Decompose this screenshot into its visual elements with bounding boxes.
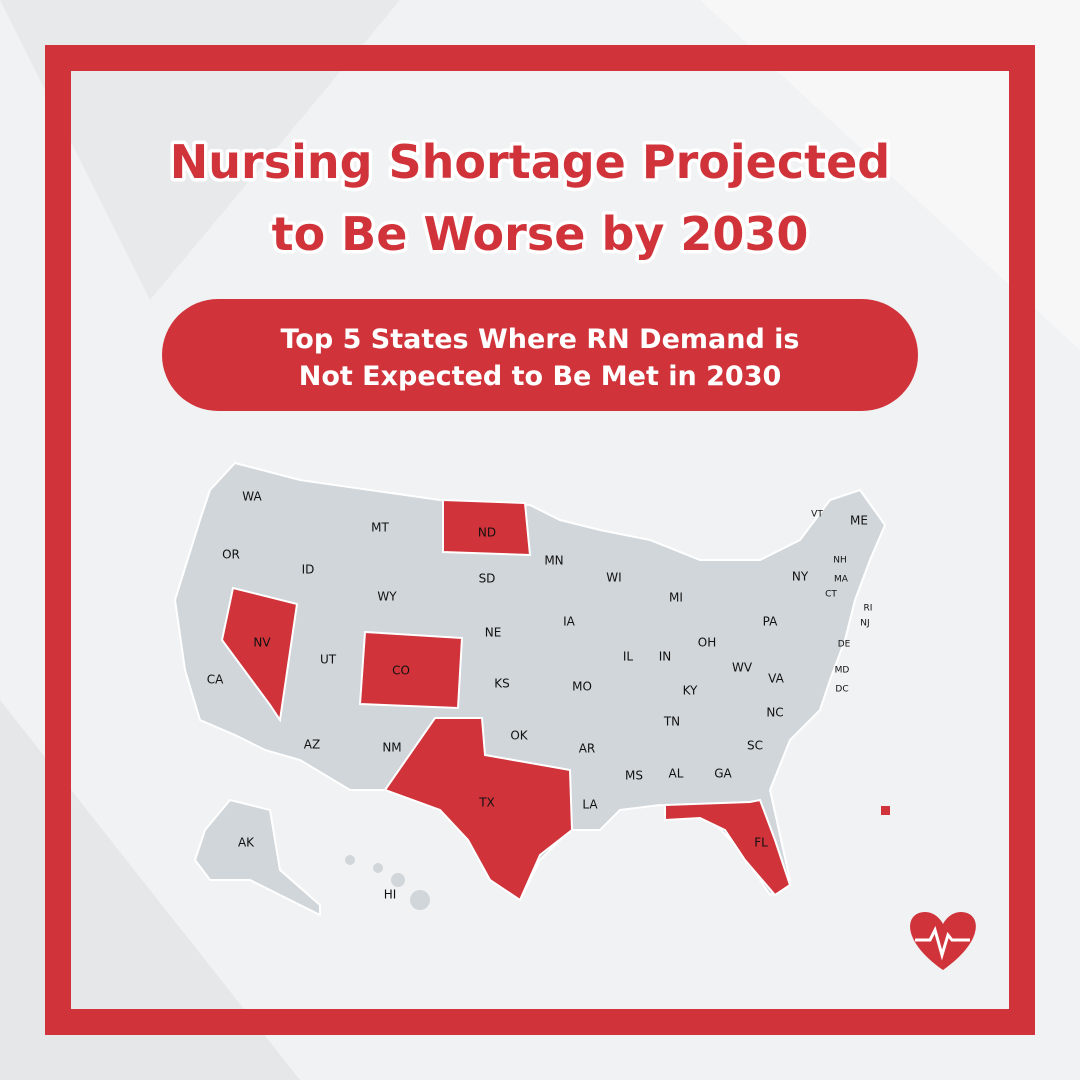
heart-pulse [915, 925, 970, 961]
state-label: UT [320, 653, 337, 667]
state-label: MI [669, 591, 683, 605]
highlighted-state [442, 498, 532, 557]
state-label: KY [683, 684, 698, 698]
state-label: OH [698, 636, 716, 650]
state-label: WI [606, 571, 621, 585]
state-label: TX [478, 796, 495, 810]
state-label: AL [669, 767, 684, 781]
state-label: ND [478, 526, 496, 540]
subtitle-pill [162, 299, 918, 411]
title-line: to Be Worse by 2030 [272, 207, 809, 261]
state-label: NV [253, 636, 271, 650]
state-label: SC [747, 739, 763, 753]
marker [881, 806, 890, 815]
highlighted-state [664, 798, 792, 897]
state-label: MS [625, 769, 643, 783]
state-label: MT [371, 521, 389, 535]
state-label: DE [838, 640, 851, 650]
heart-logo [910, 912, 976, 970]
state-label: VA [768, 672, 784, 686]
state-label: LA [582, 798, 598, 812]
state-label: FL [754, 836, 768, 850]
state-label: VT [811, 510, 823, 520]
state-label: IN [659, 650, 672, 664]
state-label: TN [663, 715, 680, 729]
state-label: PA [763, 615, 778, 629]
map: WA OR CA NV ID MT WY UT CO AZ NM ND SD NE KS OK TX MN IA MO… [173, 461, 887, 917]
state-label: NY [792, 570, 809, 584]
hawaii-shape [345, 855, 430, 910]
subtitle-line: Not Expected to Be Met in 2030 [299, 361, 782, 392]
state-label: ME [850, 514, 868, 528]
highlighted-state [383, 717, 574, 902]
state-label: AR [579, 742, 596, 756]
state-label: WY [377, 590, 397, 604]
state-label: CA [207, 673, 224, 687]
highlighted-state [220, 586, 299, 723]
bg-shape [0, 700, 300, 1080]
state-label: CO [392, 664, 410, 678]
state-label: OR [222, 548, 240, 562]
bg-shape [0, 0, 400, 300]
state-label: NC [766, 706, 783, 720]
state-label: NM [382, 741, 401, 755]
state-label: MA [834, 575, 849, 585]
state-label: AK [238, 836, 255, 850]
title-line: Nursing Shortage Projected [170, 135, 890, 189]
bg-shape [700, 0, 1080, 350]
state-label: WA [242, 490, 262, 504]
state-label: CT [825, 590, 837, 600]
highlighted-state [358, 630, 464, 710]
state-label: IL [623, 650, 634, 664]
state-label: WV [732, 661, 753, 675]
state-label: SD [479, 572, 496, 586]
state-label: RI [864, 604, 873, 614]
state-label: NE [485, 626, 502, 640]
state-label: IA [563, 615, 576, 629]
state-label: AZ [304, 738, 320, 752]
subtitle-line: Top 5 States Where RN Demand is [280, 324, 799, 355]
state-label: MO [572, 680, 592, 694]
alaska-shape [193, 798, 321, 917]
frame [45, 45, 1035, 1035]
state-label: MN [544, 554, 563, 568]
state-label: NH [833, 556, 847, 566]
state-label: HI [384, 888, 397, 902]
state-label: OK [510, 729, 528, 743]
state-label: GA [714, 767, 732, 781]
state-label: ID [302, 563, 315, 577]
state-label: KS [494, 677, 510, 691]
state-label: NJ [860, 619, 869, 629]
state-label: DC [835, 685, 848, 695]
state-label: MD [835, 666, 850, 676]
